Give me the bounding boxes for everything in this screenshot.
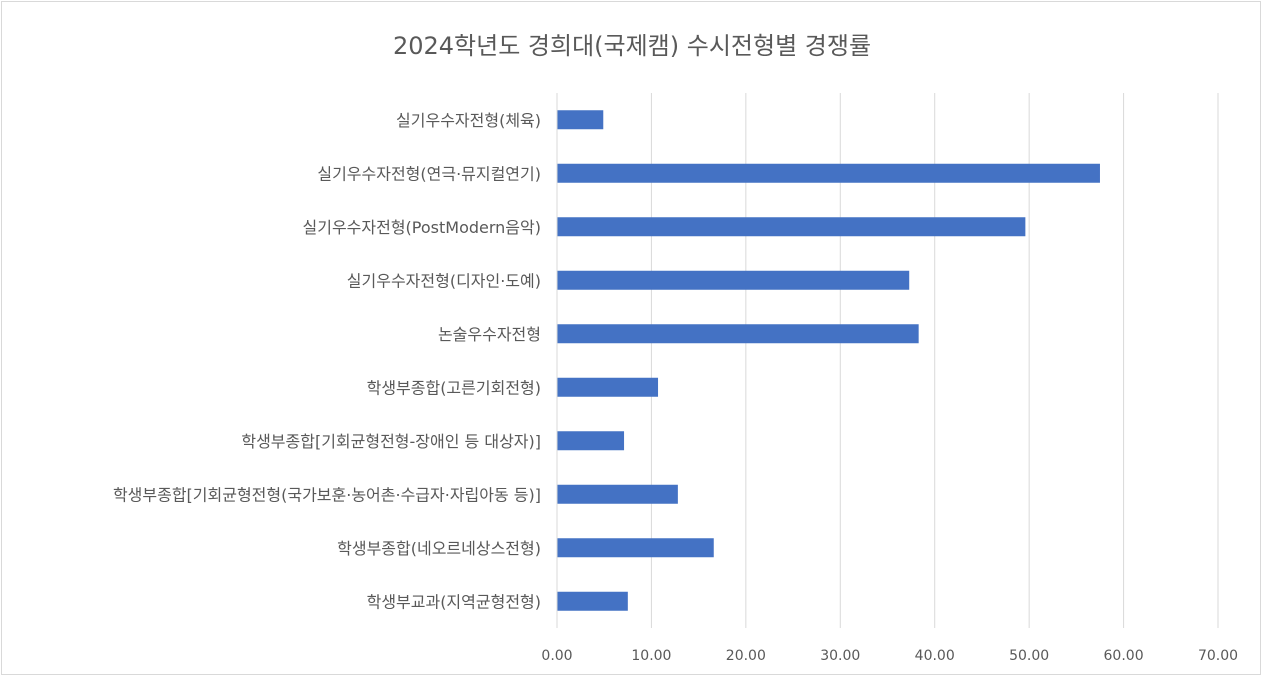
bar (557, 163, 1100, 183)
x-tick-label: 10.00 (631, 648, 671, 664)
bar (557, 431, 625, 451)
bar (557, 377, 659, 397)
x-tick-label: 0.00 (541, 648, 572, 664)
tick-labels: 0.00 10.00 20.00 30.00 40.00 50.00 60.00 70.00 (541, 648, 1238, 664)
x-tick-label: 60.00 (1104, 648, 1144, 664)
category-label: 학생부종합(고른기회전형) (367, 378, 541, 397)
category-label: 실기우수자전형(체육) (396, 111, 541, 130)
bar (557, 591, 628, 611)
category-label: 논술우수자전형 (438, 325, 541, 344)
bar (557, 324, 919, 344)
bar (557, 538, 714, 558)
category-label: 실기우수자전형(디자인·도예) (347, 271, 541, 290)
category-labels: 실기우수자전형(체육) 실기우수자전형(연극·뮤지컬연기) 실기우수자전형(Post… (113, 111, 541, 612)
bars (557, 110, 1100, 611)
x-tick-label: 50.00 (1009, 648, 1049, 664)
category-label: 실기우수자전형(PostModern음악) (303, 218, 541, 237)
category-label: 학생부종합[기회균형전형(국가보훈·농어촌·수급자·자립아동 등)] (113, 485, 541, 504)
bar (557, 270, 910, 290)
x-tick-label: 70.00 (1198, 648, 1238, 664)
category-label: 학생부교과(지역균형전형) (367, 592, 541, 611)
x-tick-label: 40.00 (915, 648, 955, 664)
category-label: 학생부종합[기회균형전형-장애인 등 대상자)] (241, 432, 541, 451)
chart-title: 2024학년도 경희대(국제캠) 수시전형별 경쟁률 (392, 32, 872, 60)
x-tick-label: 30.00 (820, 648, 860, 664)
x-tick-label: 20.00 (726, 648, 766, 664)
category-label: 실기우수자전형(연극·뮤지컬연기) (317, 164, 541, 183)
bar (557, 110, 604, 130)
bar (557, 484, 678, 504)
bar (557, 217, 1026, 237)
category-label: 학생부종합(네오르네상스전형) (337, 539, 541, 558)
